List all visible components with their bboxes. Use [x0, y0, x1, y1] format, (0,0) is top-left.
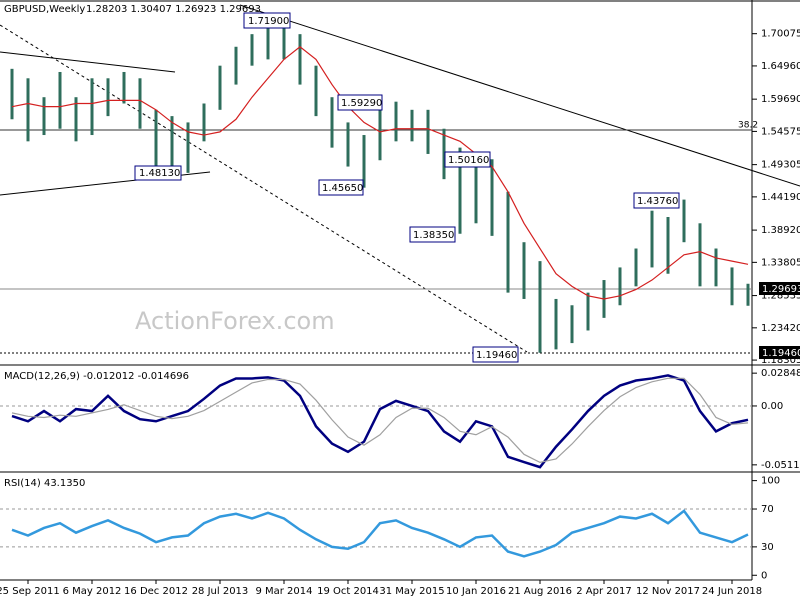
x-tick-label: 12 Nov 2017: [636, 586, 700, 597]
macd-title: MACD(12,26,9) -0.012012 -0.014696: [4, 371, 189, 382]
support-label: 1.19460: [762, 348, 800, 359]
annotation: 1.45650: [322, 183, 363, 194]
y-tick-label: 1.64960: [761, 61, 800, 72]
watermark: ActionForex.com: [135, 307, 335, 335]
series-line: [11, 377, 749, 464]
x-tick-label: 28 Jul 2013: [192, 586, 249, 597]
trend-lines: [0, 4, 800, 354]
price-label: 1.29693: [762, 284, 800, 295]
x-tick-label: 24 Jun 2018: [702, 586, 762, 597]
y-tick-label: 1.33805: [761, 257, 800, 268]
y-tick-label: 1.28535: [761, 291, 800, 302]
y-tick-label: 1.23420: [761, 323, 800, 334]
annotation: 1.43760: [637, 196, 678, 207]
y-tick-label: 1.44190: [761, 192, 800, 203]
x-tick-label: 9 Mar 2014: [255, 586, 312, 597]
y-tick-label: 0.028489: [761, 368, 800, 379]
x-tick-label: 2 Apr 2017: [576, 586, 631, 597]
y-tick-label: 70: [761, 504, 774, 515]
y-tick-label: 1.70075: [761, 29, 800, 40]
x-tick-label: 10 Jan 2016: [446, 586, 506, 597]
x-tick-label: 6 May 2012: [63, 586, 122, 597]
series-line: [11, 509, 749, 558]
y-tick-label: 1.59690: [761, 94, 800, 105]
x-tick-label: 25 Sep 2011: [0, 586, 60, 597]
series-line: [11, 45, 749, 300]
x-tick-label: 31 May 2015: [379, 586, 444, 597]
annotation: 1.38350: [413, 230, 454, 241]
frame: [0, 0, 800, 581]
x-tick-label: 19 Oct 2014: [317, 586, 379, 597]
y-tick-label: -0.051125: [761, 460, 800, 471]
y-tick-label: 100: [761, 476, 780, 487]
annotations: 1.71900 1.59290 1.45650 1.48130 1.50160 …: [134, 12, 800, 363]
y-tick-label: 0: [761, 570, 767, 581]
series-line: [11, 374, 749, 469]
annotation: 1.59290: [341, 98, 382, 109]
annotation: 1.19460: [476, 350, 517, 361]
chart-title: GBPUSD,Weekly: [4, 4, 85, 15]
rsi-title: RSI(14) 43.1350: [4, 478, 85, 489]
annotation: 1.48130: [139, 168, 180, 179]
y-tick-label: 1.54575: [761, 126, 800, 137]
fib-label: 38.2: [738, 121, 758, 131]
annotation: 1.71900: [248, 16, 289, 27]
x-tick-label: 16 Dec 2012: [124, 586, 188, 597]
y-tick-label: 1.49305: [761, 160, 800, 171]
y-tick-label: 0.00: [761, 401, 783, 412]
ohlc-values: 1.28203 1.30407 1.26923 1.29693: [86, 4, 261, 15]
annotation: 1.50160: [448, 155, 489, 166]
y-tick-label: 1.18305: [761, 355, 800, 366]
y-tick-label: 1.38920: [761, 225, 800, 236]
y-tick-label: 30: [761, 542, 774, 553]
x-tick-label: 21 Aug 2016: [508, 586, 572, 597]
